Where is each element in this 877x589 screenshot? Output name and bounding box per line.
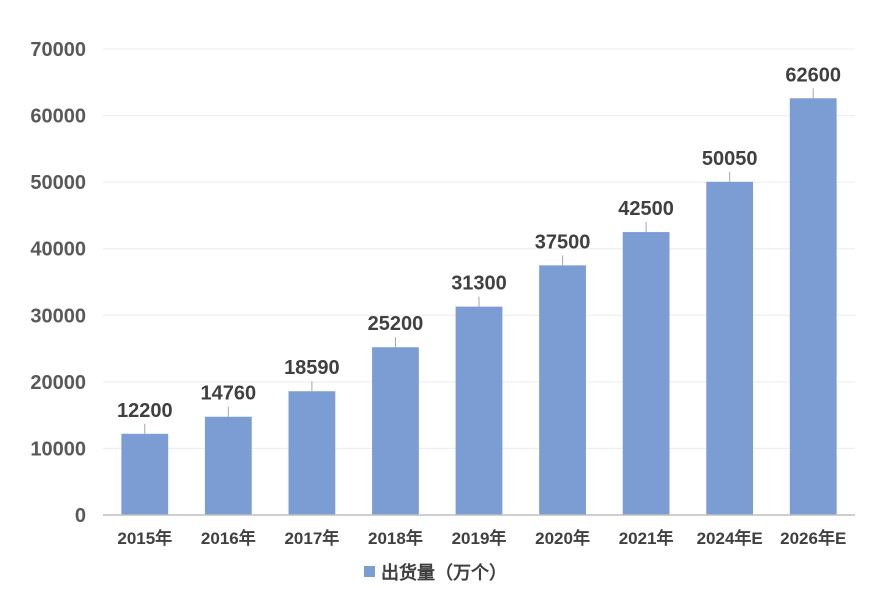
y-axis: 0 10000 20000 30000 40000 50000 60000 70000 [30, 39, 86, 527]
x-tick-label: 2024年E [697, 528, 763, 548]
x-tick-label: 2018年 [368, 528, 423, 548]
label-leader-lines [144, 88, 814, 434]
x-axis: 2015年 2016年 2017年 2018年 2019年 2020年 2021年 2024年… [103, 514, 855, 548]
bar [204, 416, 252, 515]
bar [121, 433, 169, 515]
bar [789, 98, 837, 516]
x-tick-label: 2019年 [452, 528, 507, 548]
x-tick-label: 2016年 [201, 528, 256, 548]
bars [121, 98, 837, 516]
bar [622, 232, 670, 516]
y-tick-label: 40000 [30, 239, 86, 261]
x-tick-label: 2017年 [284, 528, 339, 548]
data-label: 42500 [618, 198, 674, 220]
x-tick-label: 2021年 [619, 528, 674, 548]
data-label: 25200 [368, 313, 424, 335]
data-labels: 12200 14760 18590 25200 31300 37500 42500 50050… [117, 64, 841, 422]
x-tick-label: 2015年 [117, 528, 172, 548]
y-tick-label: 20000 [30, 372, 86, 394]
y-tick-label: 0 [75, 505, 86, 527]
bar [288, 391, 336, 515]
data-label: 37500 [535, 231, 591, 253]
y-tick-label: 10000 [30, 438, 86, 460]
y-tick-label: 50000 [30, 172, 86, 194]
bar [372, 347, 419, 515]
bar [706, 181, 754, 515]
legend-swatch [364, 566, 375, 577]
data-label: 12200 [117, 400, 173, 422]
data-label: 14760 [201, 383, 257, 405]
data-label: 31300 [451, 273, 507, 295]
y-tick-label: 70000 [30, 39, 86, 61]
legend-label: 出货量（万个） [381, 562, 507, 583]
data-label: 50050 [702, 148, 758, 170]
bar [455, 306, 503, 515]
y-tick-label: 30000 [30, 305, 86, 327]
x-tick-label: 2020年 [535, 528, 590, 548]
legend: 出货量（万个） [364, 562, 507, 583]
bar [539, 265, 586, 515]
x-tick-label: 2026年E [780, 528, 846, 548]
data-label: 62600 [785, 64, 841, 86]
data-label: 18590 [284, 357, 340, 379]
y-tick-label: 60000 [30, 106, 86, 128]
